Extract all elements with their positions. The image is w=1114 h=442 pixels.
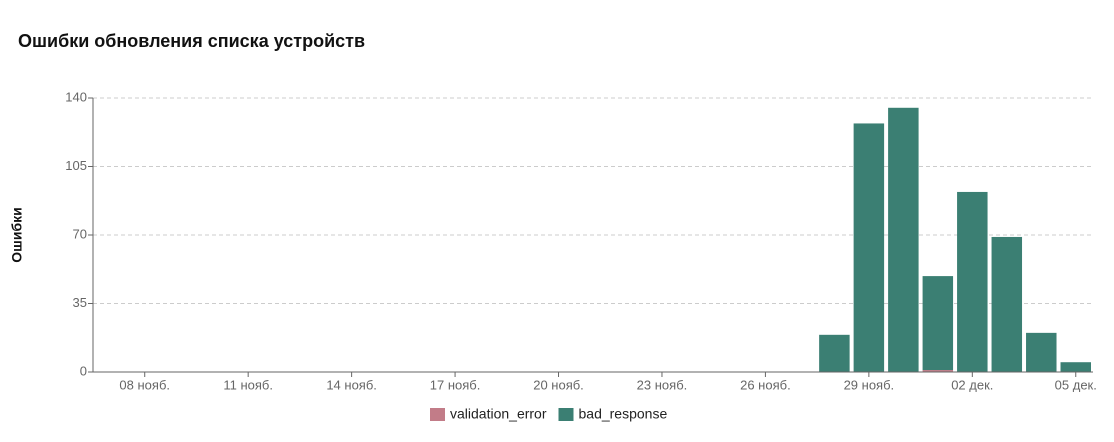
x-tick-label: 11 нояб. [223,377,273,392]
legend-label: validation_error [450,406,547,422]
bar [922,370,954,372]
x-tick-label: 02 дек. [951,377,993,392]
bar [991,236,1023,372]
y-tick-label: 70 [73,226,87,241]
bar [957,191,988,372]
legend-label: bad_response [579,406,668,422]
legend-swatch [558,408,574,421]
bar [888,107,919,373]
chart-title: Ошибки обновления списка устройств [18,31,365,51]
x-tick-label: 05 дек. [1055,377,1097,392]
bar [1060,362,1091,372]
x-tick-label: 26 нояб. [740,377,791,392]
y-tick-label: 140 [65,89,87,104]
x-tick-label: 14 нояб. [326,377,377,392]
x-tick-label: 20 нояб. [533,377,584,392]
x-tick-label: 08 нояб. [119,377,170,392]
y-tick-label: 105 [65,158,87,173]
x-tick-label: 29 нояб. [844,377,895,392]
y-tick-label: 35 [73,295,87,310]
bar [819,334,850,372]
y-tick-label: 0 [80,363,87,378]
bar [922,276,954,371]
bar [853,123,885,372]
x-tick-label: 17 нояб. [430,377,481,392]
legend-swatch [430,408,445,421]
x-tick-label: 23 нояб. [637,377,688,392]
y-axis-label: Ошибки [9,207,25,262]
bar [1026,332,1057,372]
